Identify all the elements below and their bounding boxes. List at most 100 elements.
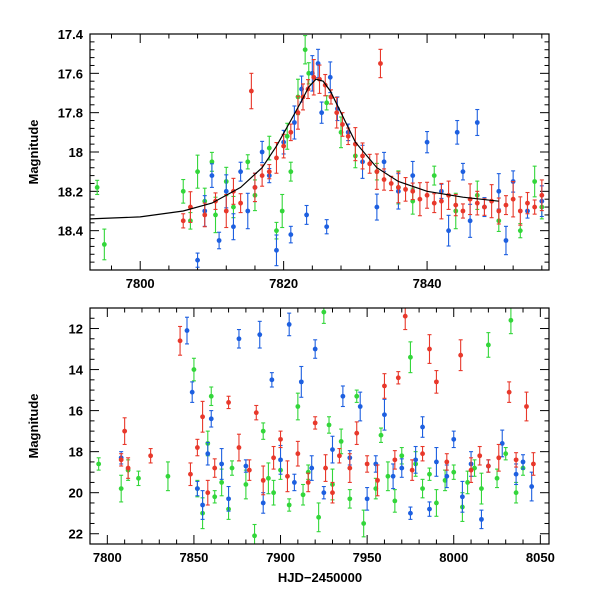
data-point-green bbox=[392, 489, 398, 513]
data-point-green bbox=[208, 386, 214, 407]
marker bbox=[458, 352, 464, 358]
x-axis-title: HJD−2450000 bbox=[278, 570, 362, 585]
data-point-green bbox=[96, 457, 102, 471]
data-point-blue bbox=[216, 231, 222, 250]
data-point-blue bbox=[446, 214, 451, 247]
marker bbox=[260, 477, 266, 483]
marker bbox=[345, 133, 351, 139]
marker bbox=[208, 393, 214, 399]
marker bbox=[286, 502, 292, 508]
data-point-red bbox=[285, 460, 290, 493]
data-point-green bbox=[212, 490, 218, 504]
data-point-red bbox=[118, 453, 124, 467]
marker bbox=[286, 322, 292, 327]
data-point-blue bbox=[194, 480, 200, 497]
marker bbox=[205, 451, 211, 457]
data-point-red bbox=[395, 171, 401, 204]
marker bbox=[295, 451, 301, 457]
top-panel: 7800 7820 7840 17.4 17.6 17.8 18 18.2 18.4 Magni… bbox=[26, 27, 550, 291]
x-tick-label: 7800 bbox=[126, 276, 155, 291]
data-point-blue bbox=[459, 480, 465, 513]
marker bbox=[431, 200, 437, 206]
marker bbox=[312, 420, 318, 426]
data-point-blue bbox=[312, 339, 318, 359]
data-point-blue bbox=[243, 459, 249, 473]
marker bbox=[321, 309, 327, 315]
marker bbox=[472, 465, 477, 471]
data-point-green bbox=[279, 193, 285, 229]
data-point-blue bbox=[286, 312, 292, 337]
data-point-green bbox=[306, 62, 312, 85]
data-point-red bbox=[477, 445, 483, 466]
data-point-red bbox=[482, 198, 487, 216]
data-point-red bbox=[188, 462, 193, 487]
data-point-red bbox=[323, 454, 328, 482]
data-point-blue bbox=[291, 473, 297, 492]
marker bbox=[122, 428, 128, 434]
data-point-blue bbox=[309, 455, 315, 481]
marker bbox=[326, 422, 332, 428]
data-point-blue bbox=[269, 372, 275, 388]
marker bbox=[278, 436, 283, 442]
marker bbox=[485, 342, 491, 348]
marker bbox=[434, 379, 439, 385]
marker bbox=[337, 453, 342, 459]
data-point-red bbox=[200, 400, 205, 433]
marker bbox=[213, 212, 218, 218]
marker bbox=[479, 516, 484, 522]
data-point-green bbox=[517, 223, 523, 239]
marker bbox=[243, 482, 249, 487]
marker bbox=[219, 461, 225, 467]
x-tick-label: 7800 bbox=[93, 550, 122, 565]
marker bbox=[94, 185, 100, 190]
data-point-red bbox=[506, 381, 512, 403]
marker bbox=[403, 186, 408, 192]
marker bbox=[361, 521, 367, 526]
marker bbox=[364, 461, 370, 467]
data-point-red bbox=[334, 96, 340, 129]
data-point-blue bbox=[503, 225, 509, 256]
data-point-red bbox=[532, 199, 538, 215]
y-tick-label: 18.4 bbox=[58, 224, 84, 239]
data-point-green bbox=[260, 422, 266, 440]
marker bbox=[485, 463, 491, 469]
marker bbox=[202, 212, 208, 218]
data-point-red bbox=[458, 339, 464, 372]
marker bbox=[260, 428, 266, 434]
data-point-red bbox=[513, 452, 519, 468]
data-point-red bbox=[468, 457, 474, 483]
data-point-red bbox=[431, 193, 437, 214]
marker bbox=[209, 159, 215, 165]
data-point-red bbox=[248, 72, 254, 110]
data-point-green bbox=[243, 469, 249, 500]
marker bbox=[245, 159, 251, 165]
data-point-red bbox=[395, 371, 401, 385]
data-point-green bbox=[324, 95, 330, 111]
marker bbox=[226, 496, 231, 502]
bottom-data-points bbox=[96, 308, 536, 544]
data-point-green bbox=[347, 489, 353, 509]
marker bbox=[316, 514, 322, 520]
data-point-red bbox=[305, 472, 311, 493]
marker bbox=[420, 451, 425, 457]
data-point-red bbox=[238, 193, 244, 214]
bottom-ticks: 7800 7850 7900 7950 8000 8050 12 14 16 18 20 22 bbox=[69, 307, 555, 565]
marker bbox=[136, 475, 141, 481]
marker bbox=[194, 486, 200, 491]
data-point-red bbox=[205, 479, 211, 506]
marker bbox=[402, 313, 408, 319]
data-point-green bbox=[118, 474, 124, 503]
marker bbox=[531, 461, 536, 467]
marker bbox=[101, 242, 107, 247]
data-point-red bbox=[177, 325, 183, 356]
marker bbox=[148, 453, 154, 459]
data-point-green bbox=[503, 446, 509, 461]
data-point-red bbox=[322, 73, 328, 97]
data-point-blue bbox=[408, 506, 413, 520]
data-point-blue bbox=[260, 492, 266, 514]
marker bbox=[274, 155, 279, 161]
marker bbox=[392, 498, 398, 504]
data-point-blue bbox=[257, 320, 263, 349]
marker bbox=[184, 328, 190, 333]
